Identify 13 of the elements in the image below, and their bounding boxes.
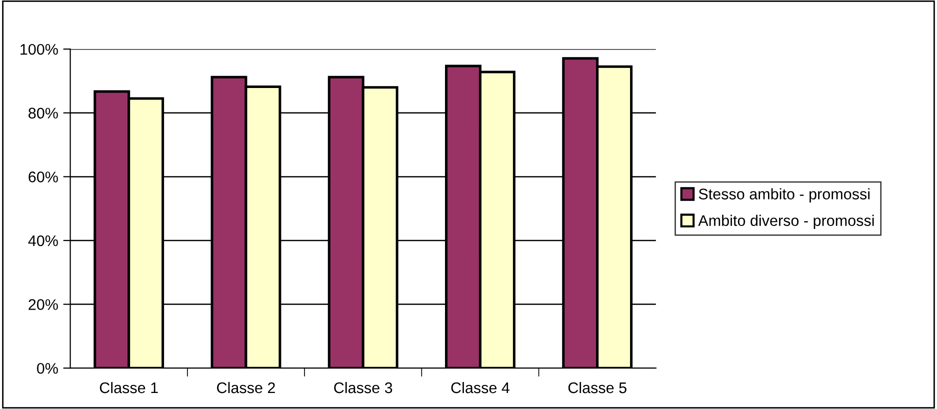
legend-label: Ambito diverso - promossi [698,214,874,230]
y-tick-label: 100% [20,44,58,55]
y-tick-label: 0% [36,362,58,374]
y-tick-label: 60% [28,172,58,182]
x-tick-label: Classe 2 [217,382,275,394]
x-tick-label: Classe 1 [100,382,158,394]
x-tick-label: Classe 3 [334,382,392,394]
x-tick-label: Classe 5 [568,382,626,394]
x-tick-label: Classe 4 [451,382,510,394]
y-tick-label: 20% [28,299,58,310]
y-tick-label: 40% [28,235,58,246]
y-tick-label: 80% [28,108,58,119]
legend-label: Stesso ambito - promossi [698,188,870,202]
